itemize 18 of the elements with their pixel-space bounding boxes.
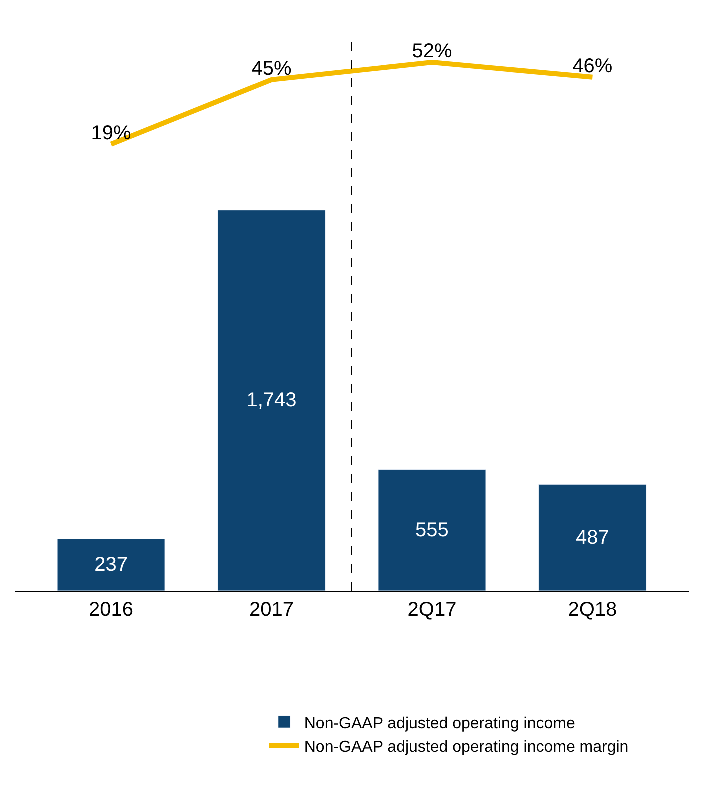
- x-tick-label: 2Q18: [568, 599, 618, 621]
- bar: [378, 470, 486, 591]
- x-tick-label: 2Q17: [408, 599, 457, 621]
- legend-label: Non-GAAP adjusted operating income: [304, 715, 576, 732]
- bar: [538, 484, 647, 591]
- bar: [57, 538, 166, 591]
- data-label: 1,743: [246, 390, 297, 412]
- legend-label: Non-GAAP adjusted operating income margin: [304, 739, 629, 756]
- data-label: 52%: [412, 40, 452, 63]
- x-tick-label: 2017: [250, 599, 294, 621]
- data-label: 487: [576, 526, 610, 549]
- data-label: 45%: [252, 58, 292, 80]
- data-label: 237: [94, 554, 128, 576]
- data-label: 19%: [91, 122, 132, 144]
- bar: [218, 210, 326, 591]
- data-label: 46%: [572, 55, 613, 78]
- x-tick-label: 2016: [89, 599, 134, 621]
- data-label: 555: [416, 519, 449, 542]
